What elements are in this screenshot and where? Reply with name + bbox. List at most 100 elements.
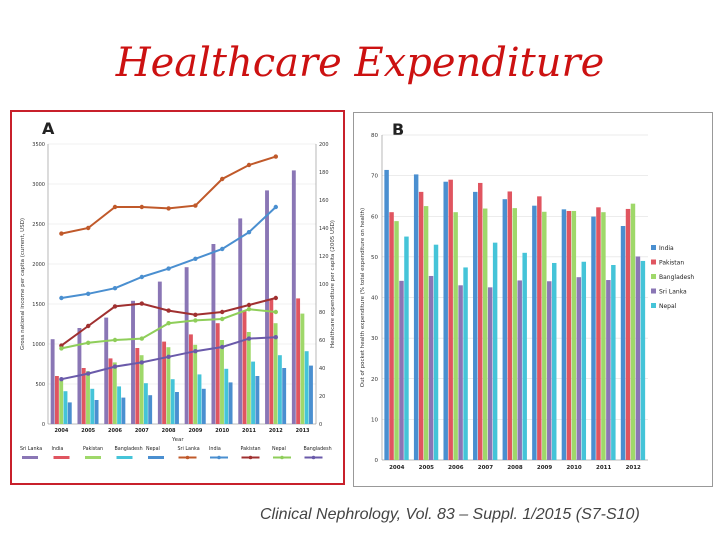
legend-label-a: Pakistan [241,446,261,452]
line-point-a [193,256,198,261]
bar-a [220,340,224,424]
y-tick-b: 10 [371,417,378,423]
bar-a [255,376,260,424]
bar-b [596,207,601,460]
bar-b [522,252,527,460]
line-point-a [112,204,118,210]
bar-b [542,211,547,460]
y2-tick-a: 60 [319,338,325,344]
bar-b [404,236,409,460]
legend-swatch-a [22,456,38,459]
legend-marker-a [280,455,284,460]
bar-b [507,191,513,460]
bar-a [246,332,251,424]
bar-b [552,262,557,460]
bar-b [601,212,606,460]
x-tick-a: 2007 [135,428,149,434]
bar-a [59,378,64,424]
bar-a [282,368,287,424]
y2-tick-a: 80 [319,310,325,316]
line-point-a [220,316,225,322]
bar-a [112,362,117,424]
line-point-a [273,204,278,210]
legend-label-a: Nepal [272,446,286,452]
x-tick-b: 2010 [566,465,581,471]
line-point-a [246,230,252,235]
slide-title: Healthcare Expenditure [115,40,605,86]
bar-b [625,208,631,460]
y-tick-a: 1500 [32,302,45,308]
x-tick-a: 2011 [242,428,256,434]
bar-a [117,386,122,424]
y2-tick-a: 100 [319,282,329,288]
line-point-a [139,301,144,306]
x-tick-a: 2004 [54,428,68,434]
bar-a [54,376,59,424]
bar-b [571,210,577,460]
legend-label-a: India [52,446,64,452]
bar-b [418,191,424,460]
bar-a [224,368,229,424]
line-point-a [59,346,64,351]
bar-a [50,339,55,424]
bar-a [175,392,179,424]
y-tick-a: 1000 [32,342,45,348]
line-point-a [273,309,278,315]
legend-swatch-b [651,245,656,250]
x-tick-b: 2012 [626,465,641,471]
x-tick-a: 2008 [162,428,176,434]
chart-panel-b: B 0 10 20 30 40 50 60 70 80 Out of pocket health e… [353,112,713,487]
y-tick-a: 500 [35,382,45,388]
bar-a [277,355,282,424]
bar-a [238,218,243,424]
bar-b [433,244,439,460]
bar-a [81,368,86,424]
bar-b [458,285,463,460]
legend-label-a: Nepal [146,446,160,452]
chart-panel-a: A 0 500 1000 1500 2000 2500 3000 3500 0 20 40 60 80 10… [10,110,345,485]
bar-b [384,169,389,460]
legend-swatch-b [651,274,656,279]
line-point-a [59,231,64,236]
bar-a [157,281,162,424]
panel-a-label: A [42,119,55,138]
legend-label-b: Pakistan [659,260,684,267]
bar-a [201,388,206,424]
y2-tick-a: 180 [319,170,329,176]
legend-swatch-a [53,456,70,459]
y-tick-b: 40 [371,296,378,302]
legend-marker-a [217,455,221,460]
bar-a [166,347,171,424]
legend-swatch-a [85,456,101,459]
line-point-a [166,266,171,271]
bar-a [63,391,68,424]
bar-a [67,402,72,424]
bar-b [463,267,468,460]
legend-label-b: Bangladesh [659,274,694,281]
x-tick-b: 2008 [507,465,522,471]
y-tick-b: 80 [371,133,378,139]
line-point-a [86,323,91,329]
y2-tick-a: 140 [319,226,329,232]
bar-a [242,311,247,424]
series-line-a [61,155,277,235]
line-point-a [193,312,198,317]
line-point-a [86,371,91,376]
y-axis-title-a: Gross national income per capita (curren… [20,218,26,350]
bar-b [547,281,552,460]
bar-b [635,256,641,460]
legend-marker-a [185,455,190,460]
y-tick-a: 2500 [32,222,45,228]
legend-marker-a [248,455,253,460]
bar-a [170,379,175,424]
chart-a-svg: A 0 500 1000 1500 2000 2500 3000 3500 0 20 40 60 80 10… [20,119,336,460]
x-tick-a: 2012 [269,428,283,434]
bar-a [193,344,198,424]
line-point-a [112,286,118,291]
line-point-a [139,360,144,365]
bar-a [300,313,305,424]
bar-b [591,216,596,460]
y2-axis-title-a: Healthcare expenditure per capita (2005 … [330,220,336,348]
legend-label-b: Nepal [659,303,677,310]
x-tick-b: 2007 [478,465,493,471]
